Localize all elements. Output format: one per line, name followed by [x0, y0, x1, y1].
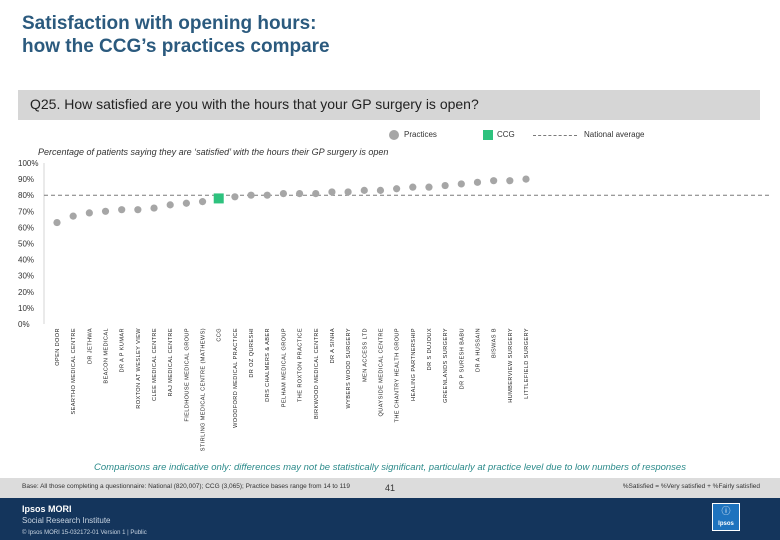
practice-point	[522, 175, 530, 183]
y-tick-label: 90%	[18, 175, 34, 184]
y-tick-label: 20%	[18, 288, 34, 297]
practice-point	[101, 207, 110, 215]
page-title: Satisfaction with opening hours: how the…	[22, 12, 582, 58]
question-text: Q25. How satisfied are you with the hour…	[30, 96, 479, 112]
x-category-label: DR JETHWA	[87, 328, 93, 364]
base-note: Base: All those completing a questionnai…	[22, 483, 350, 490]
y-tick-label: 0%	[18, 320, 30, 329]
practice-point	[166, 201, 174, 209]
x-category-label: BEACON MEDICAL	[104, 328, 110, 384]
ccg-point	[213, 193, 224, 204]
x-category-label: PELHAM MEDICAL GROUP	[281, 328, 287, 407]
x-category-label: FIELDHOUSE MEDICAL GROUP	[184, 328, 190, 422]
ipsos-badge: Ipsos	[712, 503, 740, 531]
practice-point	[263, 191, 271, 199]
x-category-label: HUMBERVIEW SURGERY	[508, 328, 514, 403]
chart-title: Percentage of patients saying they are ‘…	[38, 147, 389, 157]
x-category-label: GREENLANDS SURGERY	[443, 328, 449, 403]
practice-point	[53, 218, 61, 227]
practice-point	[231, 193, 239, 201]
practice-point	[344, 188, 352, 196]
x-category-label: DR P SURESH BABU	[459, 328, 465, 389]
x-category-label: WYBERS WOOD SURGERY	[346, 328, 352, 409]
legend-national-line	[533, 135, 577, 136]
practice-point	[134, 206, 142, 214]
practice-point	[425, 183, 433, 191]
practice-point	[473, 178, 482, 186]
y-tick-label: 100%	[18, 159, 38, 168]
x-category-label: RAJ MEDICAL CENTRE	[168, 328, 174, 397]
practice-point	[198, 198, 207, 206]
practice-point	[506, 177, 514, 185]
x-category-label: OPEN DOOR	[55, 328, 61, 366]
page-number: 41	[384, 483, 395, 493]
legend-national-label: National average	[584, 130, 645, 139]
logo-subtext: Social Research Institute	[22, 516, 111, 525]
x-category-label: ROXTON AT WESLEY VIEW	[136, 328, 142, 409]
x-category-label: LITTLEFIELD SURGERY	[524, 328, 530, 399]
legend-practice-marker	[389, 130, 399, 140]
y-tick-label: 50%	[18, 240, 34, 249]
practice-point	[279, 189, 288, 198]
x-category-label: WOODFORD MEDICAL PRACTICE	[233, 328, 239, 428]
comparison-note: Comparisons are indicative only: differe…	[94, 462, 686, 473]
y-tick-label: 10%	[18, 304, 34, 313]
practice-point	[328, 188, 336, 196]
x-category-label: THE CHANTRY HEALTH GROUP	[395, 328, 401, 422]
x-category-label: DRS CHALMERS & ABER	[265, 328, 271, 402]
x-category-label: SEARTHO MEDICAL CENTRE	[71, 328, 77, 415]
practice-point	[376, 186, 385, 194]
logo-text: Ipsos MORI	[22, 504, 72, 514]
x-category-label: DR A P KUMAR	[120, 328, 126, 373]
x-category-label: HEALING PARTNERSHIP	[411, 328, 417, 401]
practice-point	[393, 185, 401, 193]
practice-point	[118, 206, 126, 214]
x-category-label: BIRKWOOD MEDICAL CENTRE	[314, 328, 320, 419]
question-banner	[18, 90, 760, 120]
x-category-label: THE ROXTON PRACTICE	[298, 328, 304, 402]
practice-point	[295, 189, 304, 198]
legend-ccg-label: CCG	[497, 130, 515, 139]
practice-point	[69, 212, 77, 220]
x-category-label: DR OZ QURESHI	[249, 328, 255, 378]
y-tick-label: 60%	[18, 223, 34, 232]
practice-point	[409, 183, 417, 191]
x-category-label: DR A SINHA	[330, 328, 336, 363]
y-tick-label: 30%	[18, 272, 34, 281]
practice-point	[247, 191, 255, 199]
practice-point	[441, 181, 449, 190]
x-category-label: MEN ACCESS LTD	[362, 328, 368, 382]
footer	[0, 498, 780, 540]
satisfied-definition: %Satisfied = %Very satisfied + %Fairly s…	[622, 483, 760, 490]
x-category-label: CCG	[217, 328, 223, 342]
legend-practices-label: Practices	[404, 130, 437, 139]
x-category-label: STIRLING MEDICAL CENTRE (MATHEWS)	[201, 328, 207, 451]
x-category-label: DR S DUJOUX	[427, 328, 433, 370]
copyright-text: © Ipsos MORI 15-032172-01 Version 1 | Pu…	[22, 530, 147, 536]
x-category-label: BISWAS B	[492, 328, 498, 358]
y-tick-label: 40%	[18, 256, 34, 265]
practice-point	[360, 186, 368, 194]
x-category-label: DR A HUSSAIN	[475, 328, 481, 372]
base-bar	[0, 478, 780, 498]
x-category-label: QUAYSIDE MEDICAL CENTRE	[378, 328, 384, 416]
legend-ccg-marker	[483, 130, 493, 140]
practice-point	[457, 180, 465, 188]
x-category-label: CLEE MEDICAL CENTRE	[152, 328, 158, 401]
practice-point	[490, 177, 498, 185]
practice-point	[182, 199, 190, 207]
y-tick-label: 80%	[18, 191, 34, 200]
title-line-1: Satisfaction with opening hours:	[22, 13, 317, 34]
ipsos-badge-icon: ⓘ	[721, 506, 731, 516]
practice-point	[150, 204, 158, 212]
ipsos-badge-label: Ipsos	[718, 521, 734, 527]
title-line-2: how the CCG’s practices compare	[22, 36, 330, 57]
practice-point	[85, 209, 93, 217]
practice-point	[312, 189, 320, 198]
y-tick-label: 70%	[18, 207, 34, 216]
